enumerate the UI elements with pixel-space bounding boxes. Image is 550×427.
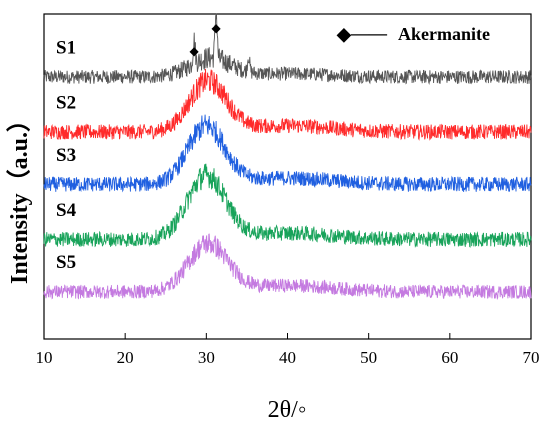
- series-label-s4: S4: [56, 200, 77, 221]
- series-line-s4: [43, 163, 532, 248]
- x-tick-label: 40: [279, 348, 296, 367]
- x-tick-label: 10: [36, 348, 53, 367]
- x-tick-label: 70: [523, 348, 540, 367]
- series-label-s2: S2: [56, 92, 76, 113]
- x-tick-label: 60: [441, 348, 458, 367]
- x-tick-label: 50: [360, 348, 377, 367]
- legend-label: Akermanite: [398, 24, 490, 44]
- series-line-s3: [43, 114, 532, 193]
- x-axis-title: 2θ/◦: [268, 397, 307, 423]
- x-axis: 10 20 30 40 50 60 70: [36, 333, 540, 367]
- series-labels: S1 S2 S3 S4 S5: [56, 37, 77, 273]
- x-tick-label: 30: [198, 348, 215, 367]
- legend-dash: ——: [350, 23, 388, 43]
- series-line-s1: [43, 13, 532, 85]
- x-tick-label: 20: [117, 348, 134, 367]
- peak-marker-diamond-icon: ◆: [211, 21, 221, 35]
- legend-diamond-icon: ◆: [336, 24, 352, 44]
- peak-marker-diamond-icon: ◆: [190, 44, 200, 58]
- y-axis-title: Intensity（a.u.）: [6, 108, 33, 284]
- series-label-s3: S3: [56, 145, 76, 166]
- legend: ◆ —— Akermanite: [336, 23, 490, 44]
- series-label-s5: S5: [56, 252, 76, 273]
- series-label-s1: S1: [56, 37, 76, 58]
- series-layer: [43, 13, 532, 301]
- series-line-s5: [43, 233, 532, 301]
- peak-markers: ◆◆: [190, 21, 222, 58]
- series-line-s2: [43, 68, 532, 141]
